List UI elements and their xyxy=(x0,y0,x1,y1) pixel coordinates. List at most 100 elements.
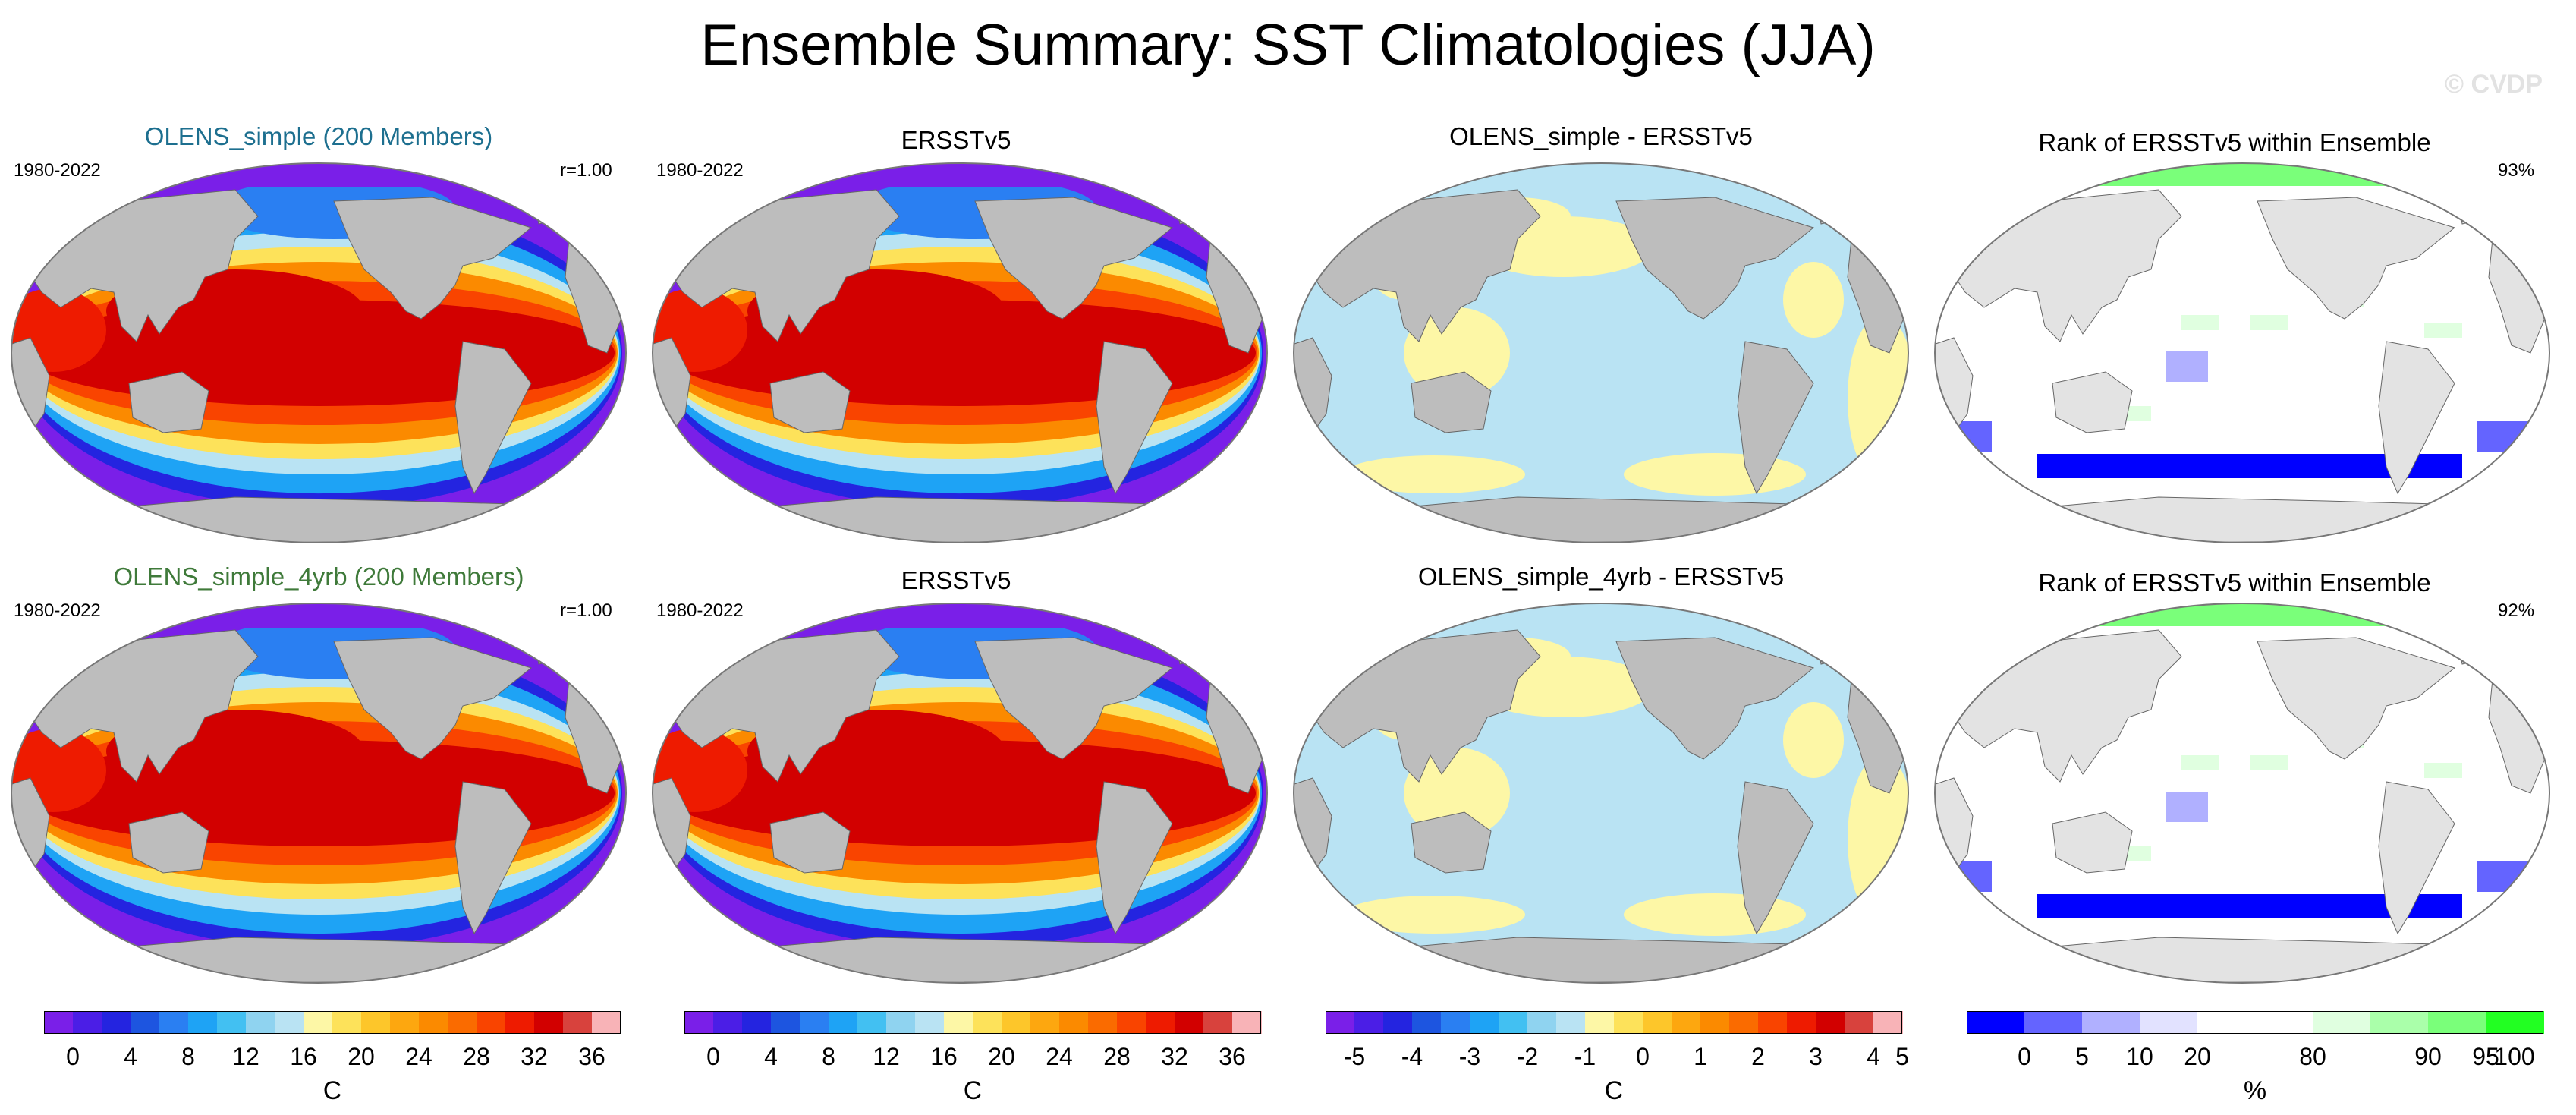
panel-title-r2c4: Rank of ERSSTv5 within Ensemble xyxy=(2038,569,2431,597)
colorbar-swatch xyxy=(1873,1011,1903,1034)
colorbar-swatch xyxy=(102,1011,131,1034)
north-america-landmass xyxy=(333,637,533,760)
colorbar-swatch xyxy=(1845,1011,1874,1034)
colorbar-sst-2: 0 4 8 12 16 20 24 28 32 36 C xyxy=(684,1011,1262,1110)
colorbar-swatch xyxy=(915,1011,945,1034)
colorbar-swatch xyxy=(246,1011,275,1034)
colorbar-frame xyxy=(1326,1011,1902,1034)
map-outline xyxy=(1292,162,1910,543)
colorbar-frame xyxy=(1967,1011,2543,1034)
map-panel-r2c1 xyxy=(8,596,630,991)
colorbar-tick-label: 10 xyxy=(2126,1043,2153,1070)
colorbar-tick-label: -3 xyxy=(1458,1043,1481,1070)
colorbar-swatch xyxy=(2082,1011,2140,1034)
colorbar-swatch xyxy=(1816,1011,1845,1034)
colorbar-tick-label: 32 xyxy=(1161,1043,1188,1070)
high-rank-patch-4 xyxy=(2181,315,2219,330)
colorbar-sst-1: 0 4 8 12 16 20 24 28 32 36 C xyxy=(44,1011,621,1110)
positive-anomaly-1 xyxy=(1343,896,1525,934)
colorbar-swatch xyxy=(1585,1011,1615,1034)
australia-landmass xyxy=(1411,811,1492,874)
greenland-landmass xyxy=(530,178,585,225)
colorbar-swatch xyxy=(1030,1011,1060,1034)
colorbar-tick-label: 80 xyxy=(2299,1043,2326,1070)
map-outline xyxy=(10,603,627,984)
antarctica-landmass xyxy=(1373,496,1853,543)
map-panel-r1c4 xyxy=(1931,156,2553,550)
high-rank-patch-2 xyxy=(2424,763,2462,778)
colorbar-swatch xyxy=(1672,1011,1701,1034)
map-panel-r1c2 xyxy=(649,156,1271,550)
colorbar-swatch xyxy=(1967,1011,2025,1034)
colorbar-tick-label: 16 xyxy=(930,1043,958,1070)
correlation-label-r1c1: r=1.00 xyxy=(560,160,612,181)
colorbar-swatch xyxy=(1059,1011,1089,1034)
colorbar-swatch xyxy=(742,1011,772,1034)
colorbar-diff: -5 -4 -3 -2 -1 0 1 2 3 4 5 C xyxy=(1326,1011,1909,1110)
colorbar-swatch xyxy=(1614,1011,1643,1034)
panel-title-r2c2: ERSSTv5 xyxy=(901,566,1011,594)
antarctica-landmass xyxy=(2014,937,2494,983)
colorbar-frame xyxy=(44,1011,621,1034)
colorbar-swatch xyxy=(857,1011,887,1034)
australia-landmass xyxy=(128,371,209,433)
colorbar-tick-label: 0 xyxy=(2018,1043,2031,1070)
colorbar-swatch xyxy=(505,1011,535,1034)
colorbar-swatch xyxy=(944,1011,973,1034)
positive-anomaly-2 xyxy=(1624,453,1806,496)
southern-ocean-low-rank-east xyxy=(2477,421,2549,452)
positive-anomaly-1 xyxy=(1343,455,1525,493)
colorbar-tick-label: 5 xyxy=(2075,1043,2089,1070)
cvdp-watermark: © CVDP xyxy=(2445,70,2543,99)
south-america-landmass xyxy=(2378,781,2455,935)
map-outline xyxy=(10,162,627,543)
map-panel-r2c4 xyxy=(1931,596,2553,991)
colorbar-tick-label: 1 xyxy=(1694,1043,1707,1070)
arctic-cold-water xyxy=(144,603,463,628)
colorbar-swatch xyxy=(1643,1011,1672,1034)
colorbar-swatch xyxy=(361,1011,391,1034)
colorbar-tick-label: 20 xyxy=(2184,1043,2211,1070)
south-america-landmass xyxy=(1737,781,1814,935)
colorbar-unit-label: C xyxy=(963,1076,983,1105)
panel-title-r1c1: OLENS_simple (200 Members) xyxy=(144,122,493,150)
panel-title-r2c1: OLENS_simple_4yrb (200 Members) xyxy=(113,562,524,591)
colorbar-tick-label: 24 xyxy=(405,1043,432,1070)
figure-title: Ensemble Summary: SST Climatologies (JJA… xyxy=(700,13,1876,77)
arctic-cold-water xyxy=(144,163,463,187)
colorbar-swatch xyxy=(1203,1011,1233,1034)
colorbar-swatch xyxy=(592,1011,621,1034)
period-label-r1c1: 1980-2022 xyxy=(14,160,101,181)
colorbar-swatch xyxy=(1002,1011,1031,1034)
colorbar-swatch xyxy=(1700,1011,1730,1034)
colorbar-swatch xyxy=(2255,1011,2313,1034)
map-svg xyxy=(1292,603,1910,984)
south-america-landmass xyxy=(1096,781,1173,935)
australia-landmass xyxy=(769,811,851,874)
ocean-background xyxy=(1294,603,1908,983)
colorbar-swatch xyxy=(2024,1011,2083,1034)
south-america-landmass xyxy=(454,781,532,935)
map-panel-r1c1 xyxy=(8,156,630,550)
colorbar-swatch xyxy=(159,1011,189,1034)
ocean-background xyxy=(1294,163,1908,543)
map-svg xyxy=(651,603,1269,984)
percent-label-r1c4: 93% xyxy=(2498,160,2535,181)
greenland-landmass xyxy=(1813,618,1867,665)
colorbar-swatch xyxy=(534,1011,564,1034)
colorbar-tick-label: -2 xyxy=(1516,1043,1539,1070)
southern-ocean-low-rank-west xyxy=(1935,861,1992,892)
high-rank-patch-4 xyxy=(2181,755,2219,770)
colorbar-swatch xyxy=(448,1011,477,1034)
colorbar-swatch xyxy=(1499,1011,1528,1034)
map-svg xyxy=(10,603,627,984)
colorbar-swatch xyxy=(2486,1011,2544,1034)
colorbar-tick-label: 0 xyxy=(706,1043,720,1070)
arctic-high-rank xyxy=(2022,603,2447,626)
colorbar-tick-label: 12 xyxy=(873,1043,900,1070)
colorbar-tick-label: -4 xyxy=(1401,1043,1423,1070)
pacific-low-rank xyxy=(2166,792,2208,822)
colorbar-tick-label: 12 xyxy=(232,1043,259,1070)
colorbar-tick-label: 8 xyxy=(822,1043,835,1070)
colorbar-swatch xyxy=(188,1011,218,1034)
